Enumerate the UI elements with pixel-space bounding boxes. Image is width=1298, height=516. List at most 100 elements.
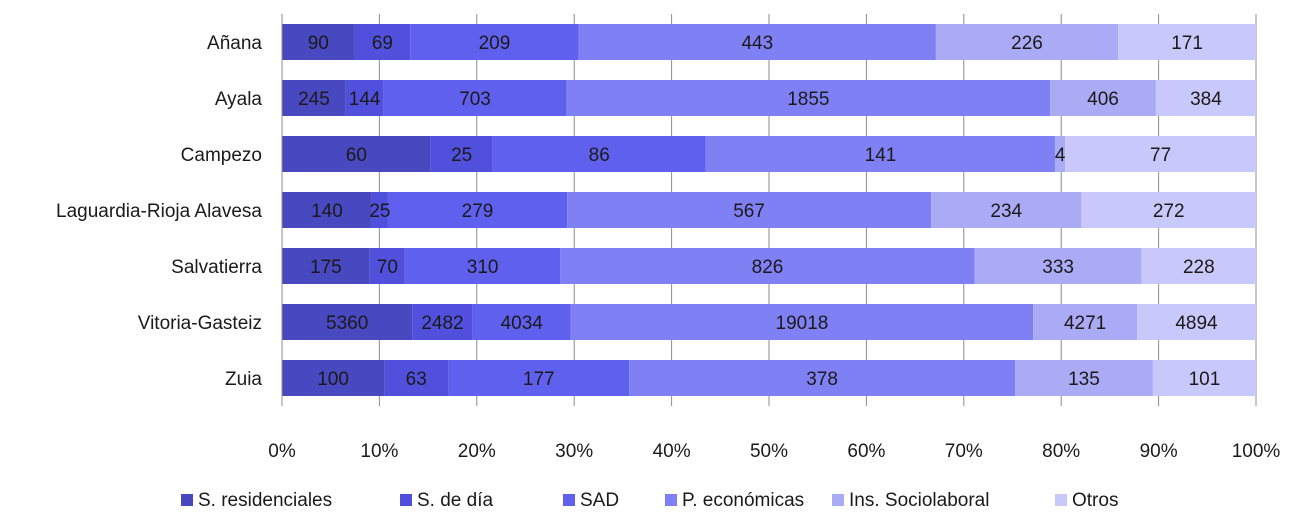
data-label: 141 xyxy=(865,145,897,166)
legend-label: S. de día xyxy=(417,490,493,511)
bar-segment xyxy=(282,80,346,116)
data-label: 703 xyxy=(459,89,491,110)
bar-segment xyxy=(931,192,1082,228)
data-label: 25 xyxy=(369,201,390,222)
category-label-vitoria-gasteiz: Vitoria-Gasteiz xyxy=(138,313,262,334)
bar-segment xyxy=(410,24,579,60)
data-label: 19018 xyxy=(776,313,829,334)
data-label: 826 xyxy=(752,257,784,278)
bar-segment xyxy=(282,136,431,172)
data-label: 272 xyxy=(1153,201,1185,222)
bar-segment xyxy=(387,192,568,228)
bar-segment xyxy=(354,24,411,60)
legend-item-p-economicas: P. económicas xyxy=(665,490,804,511)
category-label-salvatierra: Salvatierra xyxy=(171,257,262,278)
data-label: 228 xyxy=(1183,257,1215,278)
bar-segment xyxy=(1033,304,1138,340)
data-label: 86 xyxy=(589,145,610,166)
data-label: 209 xyxy=(479,33,511,54)
category-label-anana: Añana xyxy=(207,33,262,54)
data-label: 90 xyxy=(308,33,329,54)
x-tick-label: 50% xyxy=(750,441,788,462)
bar-segment xyxy=(448,360,630,396)
data-label: 100 xyxy=(317,369,349,390)
legend-label: P. económicas xyxy=(682,490,804,511)
bar-segment xyxy=(371,192,388,228)
data-label: 4 xyxy=(1055,145,1066,166)
bar-segment xyxy=(1081,192,1256,228)
bar-segment xyxy=(935,24,1119,60)
bar-segment xyxy=(566,80,1051,116)
data-label: 63 xyxy=(406,369,427,390)
legend-label: Ins. Sociolaboral xyxy=(849,490,989,511)
legend-swatch xyxy=(832,494,844,506)
bar-segment xyxy=(1015,360,1153,396)
data-label: 4894 xyxy=(1175,313,1218,334)
bar-segment xyxy=(282,304,413,340)
bar-segment xyxy=(282,360,385,396)
bar-segment xyxy=(1155,80,1256,116)
bar-segment xyxy=(384,360,449,396)
data-label: 384 xyxy=(1190,89,1222,110)
bar-segment xyxy=(560,248,975,284)
x-tick-label: 40% xyxy=(653,441,691,462)
data-label: 25 xyxy=(451,145,472,166)
bar-segment xyxy=(430,136,493,172)
bar-segment xyxy=(472,304,571,340)
bar-segment xyxy=(629,360,1016,396)
data-label: 171 xyxy=(1171,33,1203,54)
legend-item-otros: Otros xyxy=(1055,490,1118,511)
data-label: 310 xyxy=(467,257,499,278)
data-label: 60 xyxy=(346,145,367,166)
category-label-ayala: Ayala xyxy=(215,89,263,110)
legend: S. residenciales S. de día SAD P. económica… xyxy=(181,490,1118,511)
legend-item-ins-sociolaboral: Ins. Sociolaboral xyxy=(832,490,989,511)
bar-segment xyxy=(705,136,1056,172)
x-tick-label: 0% xyxy=(268,441,296,462)
bar-segment xyxy=(1141,248,1256,284)
legend-item-sad: SAD xyxy=(563,490,619,511)
x-tick-label: 70% xyxy=(945,441,983,462)
bar-segment xyxy=(1152,360,1256,396)
x-tick-label: 30% xyxy=(555,441,593,462)
legend-swatch xyxy=(563,494,575,506)
data-label: 5360 xyxy=(326,313,368,334)
data-label: 177 xyxy=(523,369,555,390)
data-label: 140 xyxy=(311,201,343,222)
category-label-zuia: Zuia xyxy=(225,369,262,390)
bar-segment xyxy=(345,80,384,116)
bar-segment xyxy=(1050,80,1156,116)
legend-label: S. residenciales xyxy=(198,490,332,511)
bar-segment xyxy=(383,80,567,116)
data-label: 279 xyxy=(462,201,494,222)
data-label: 77 xyxy=(1150,145,1171,166)
legend-swatch xyxy=(181,494,193,506)
bar-segment xyxy=(492,136,706,172)
data-label: 69 xyxy=(372,33,393,54)
bar-segment xyxy=(1118,24,1256,60)
x-tick-label: 10% xyxy=(360,441,398,462)
data-label: 226 xyxy=(1011,33,1043,54)
bar-segment xyxy=(369,248,405,284)
bar-segment xyxy=(567,192,932,228)
bar-segment xyxy=(1137,304,1256,340)
data-label: 1855 xyxy=(787,89,829,110)
data-label: 175 xyxy=(310,257,342,278)
data-label: 70 xyxy=(377,257,398,278)
category-axis-labels: Añana Ayala Campezo Laguardia-Rioja Alavesa… xyxy=(56,33,262,390)
category-label-laguardia-rioja-alavesa: Laguardia-Rioja Alavesa xyxy=(56,201,262,222)
data-label: 144 xyxy=(349,89,381,110)
data-label: 2482 xyxy=(421,313,463,334)
x-tick-label: 60% xyxy=(847,441,885,462)
x-tick-label: 20% xyxy=(458,441,496,462)
data-labels: 90 69 209 443 226 171 245 144 703 1855 406 384 60 25 8… xyxy=(298,33,1222,390)
x-tick-label: 100% xyxy=(1232,441,1281,462)
data-label: 443 xyxy=(741,33,773,54)
data-label: 101 xyxy=(1189,369,1221,390)
data-label: 567 xyxy=(733,201,765,222)
legend-item-s-residenciales: S. residenciales xyxy=(181,490,332,511)
data-label: 4034 xyxy=(501,313,544,334)
legend-swatch xyxy=(400,494,412,506)
data-label: 4271 xyxy=(1064,313,1106,334)
x-tick-label: 90% xyxy=(1140,441,1178,462)
